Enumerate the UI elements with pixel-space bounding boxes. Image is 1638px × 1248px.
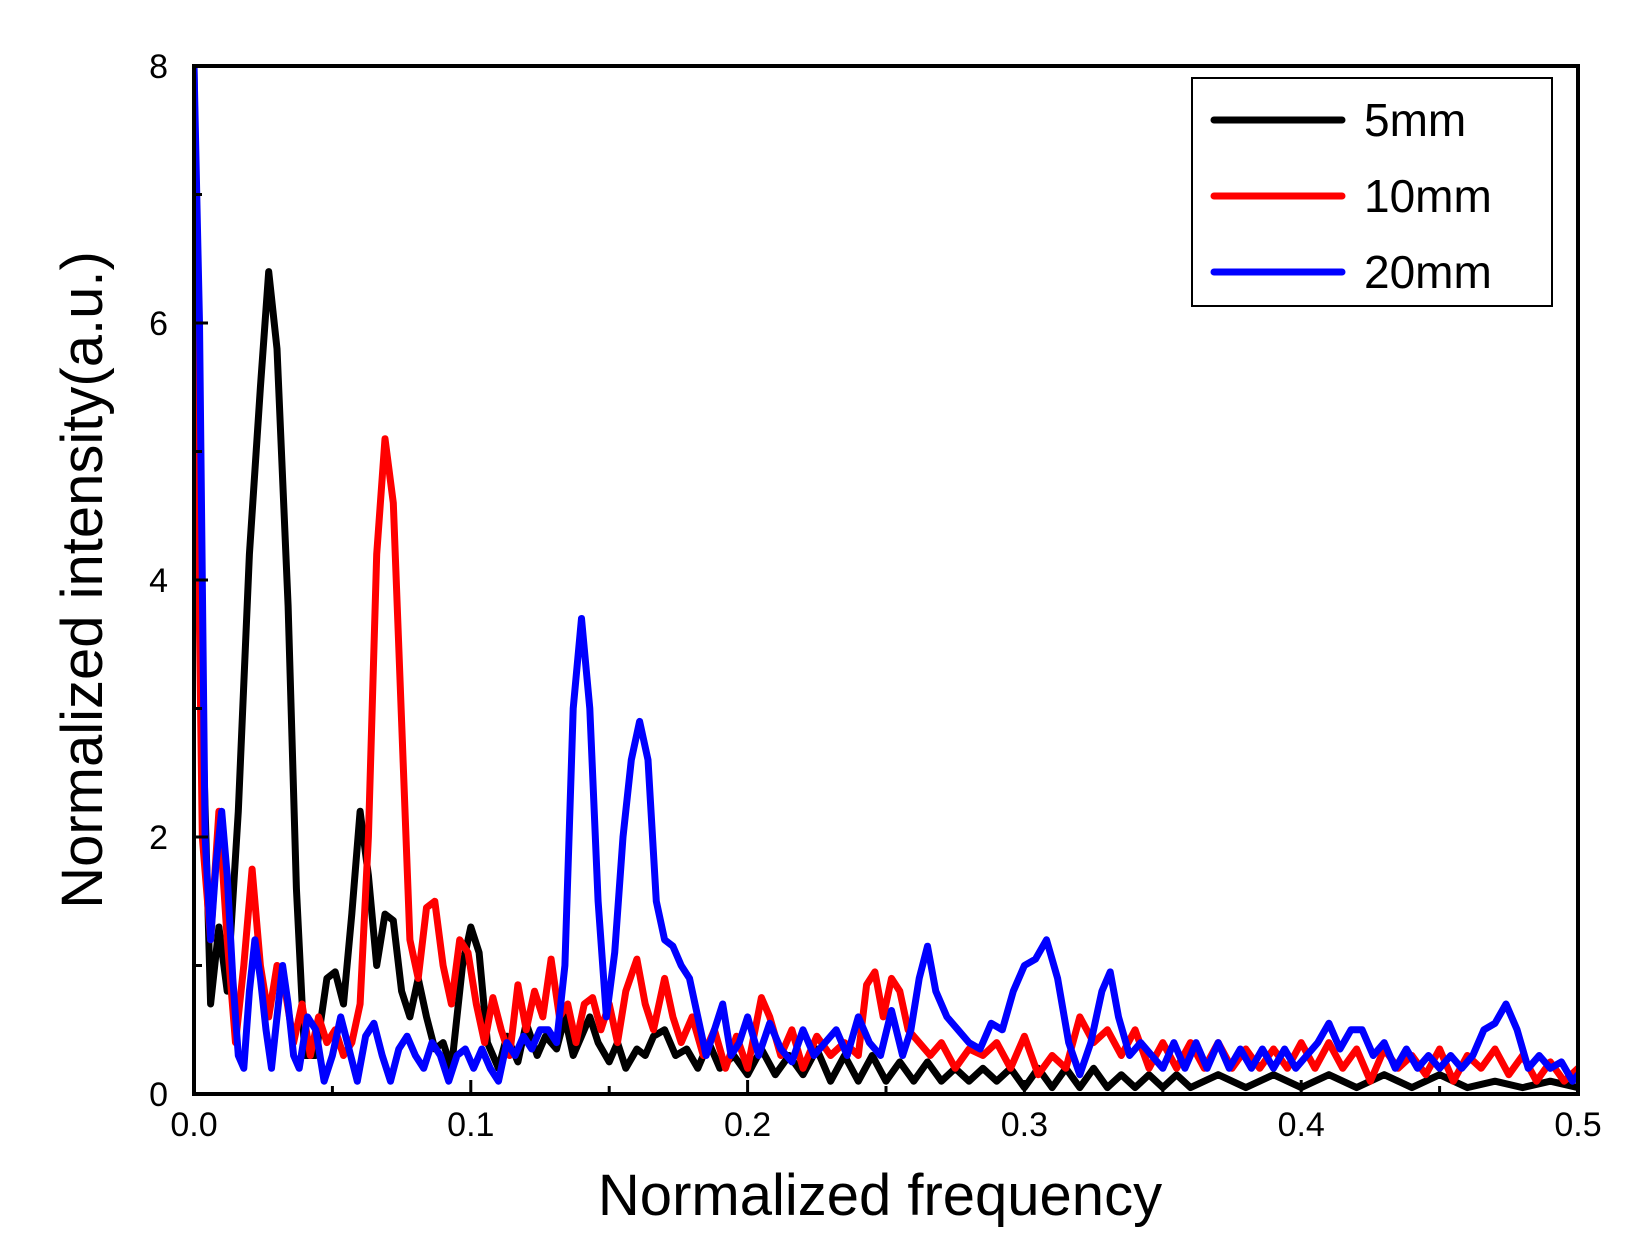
legend-label-20mm: 20mm <box>1364 246 1492 298</box>
legend-box <box>1191 77 1553 307</box>
series-layer <box>194 66 1578 1092</box>
y-tick-label: 8 <box>149 48 168 86</box>
series-line-10mm <box>194 216 1578 1085</box>
series-lines <box>194 66 1578 1092</box>
legend-label-5mm: 5mm <box>1364 94 1466 146</box>
y-tick-label: 4 <box>149 562 168 600</box>
x-tick-label: 0.2 <box>724 1106 771 1144</box>
y-tick-label: 0 <box>149 1076 168 1114</box>
x-tick-label: 0.1 <box>447 1106 494 1144</box>
legend-label-10mm: 10mm <box>1364 170 1492 222</box>
y-axis: 0 2 4 6 8 <box>149 48 208 1114</box>
series-line-20mm <box>194 66 1578 1085</box>
y-tick-label: 2 <box>149 819 168 857</box>
x-axis-title: Normalized frequency <box>598 1163 1162 1228</box>
series-line-5mm <box>194 66 1578 1092</box>
x-axis: 0.0 0.1 0.2 0.3 0.4 0.5 <box>170 1080 1602 1144</box>
x-tick-label: 0.3 <box>1001 1106 1048 1144</box>
y-axis-title: Normalized intensity(a.u.) <box>50 251 115 909</box>
x-tick-label: 0.4 <box>1278 1106 1325 1144</box>
legend: 5mm 10mm 20mm <box>1191 77 1553 307</box>
x-tick-label: 0.5 <box>1554 1106 1601 1144</box>
x-tick-label: 0.0 <box>170 1106 217 1144</box>
y-tick-label: 6 <box>149 305 168 343</box>
